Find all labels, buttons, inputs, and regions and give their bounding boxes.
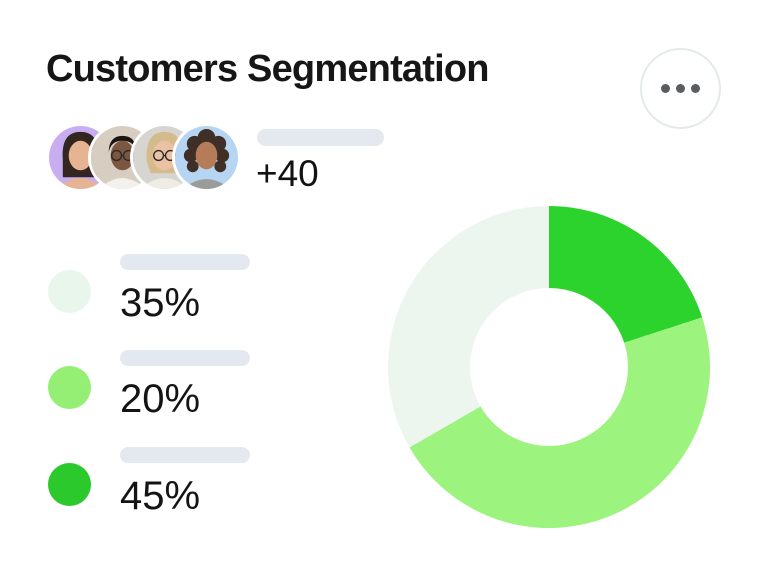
legend-color-dot: [48, 270, 91, 313]
customer-avatar: [175, 126, 238, 189]
ellipsis-icon: [661, 84, 670, 93]
ellipsis-icon: [691, 84, 700, 93]
avatar-illustration: [175, 126, 238, 189]
legend-item: 45%: [48, 447, 258, 539]
card-title: Customers Segmentation: [46, 48, 490, 90]
legend-placeholder-bar: [120, 350, 250, 366]
legend-placeholder-bar: [120, 447, 250, 463]
donut-chart: [388, 206, 710, 528]
extra-customers-count: +40: [256, 153, 319, 194]
legend-color-dot: [48, 463, 91, 506]
customer-avatar-group: [49, 126, 239, 189]
avatar-placeholder-bar: [257, 129, 384, 146]
legend-item: 35%: [48, 254, 258, 346]
legend-percent-label: 45%: [120, 474, 201, 518]
more-options-button[interactable]: [640, 48, 721, 129]
legend-placeholder-bar: [120, 254, 250, 270]
legend-color-dot: [48, 366, 91, 409]
legend-item: 20%: [48, 350, 258, 442]
legend-percent-label: 35%: [120, 281, 201, 325]
donut-hole: [470, 288, 628, 446]
legend-percent-label: 20%: [120, 377, 201, 421]
ellipsis-icon: [676, 84, 685, 93]
